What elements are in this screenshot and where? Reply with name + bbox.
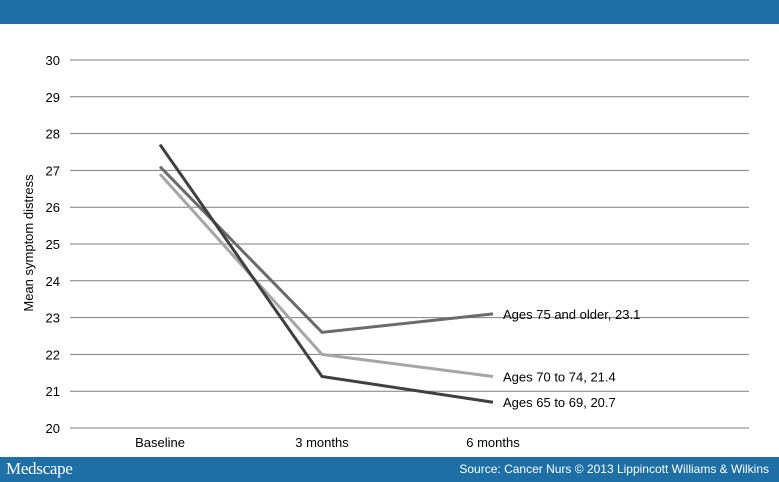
x-tick-label: 6 months [466, 435, 520, 450]
y-tick-label: 28 [46, 127, 60, 142]
y-tick-label: 23 [46, 311, 60, 326]
series-label: Ages 70 to 74, 21.4 [503, 369, 616, 384]
y-tick-label: 24 [46, 274, 60, 289]
medscape-logo[interactable]: Medscape [6, 459, 73, 478]
y-axis-label: Mean symptom distress [21, 174, 36, 312]
y-tick-label: 20 [46, 421, 60, 436]
series-line [158, 143, 494, 404]
series-line [158, 165, 494, 334]
x-tick-label: 3 months [295, 435, 349, 450]
y-axis-ticks: 20 21 22 23 24 25 26 27 28 29 30 [46, 53, 60, 436]
y-tick-label: 25 [46, 237, 60, 252]
x-axis-ticks: Baseline 3 months 6 months [135, 435, 520, 450]
series-label: Ages 75 and older, 23.1 [503, 307, 640, 322]
footer-bar: Medscape Source: Cancer Nurs © 2013 Lipp… [0, 457, 779, 482]
series-lines [158, 143, 494, 404]
line-chart: 20 21 22 23 24 25 26 27 28 29 30 Baseline 3 months 6… [21, 53, 749, 450]
y-tick-label: 21 [46, 384, 60, 399]
gridlines [70, 59, 749, 429]
y-tick-label: 27 [46, 163, 60, 178]
y-tick-label: 26 [46, 200, 60, 215]
source-citation: Source: Cancer Nurs © 2013 Lippincott Wi… [459, 462, 769, 476]
header-bar [0, 0, 779, 24]
y-tick-label: 30 [46, 53, 60, 68]
y-tick-label: 22 [46, 347, 60, 362]
series-labels: Ages 75 and older, 23.1 Ages 70 to 74, 21… [503, 307, 640, 410]
x-tick-label: Baseline [135, 435, 185, 450]
series-label: Ages 65 to 69, 20.7 [503, 395, 616, 410]
series-line [158, 173, 494, 378]
y-tick-label: 29 [46, 90, 60, 105]
